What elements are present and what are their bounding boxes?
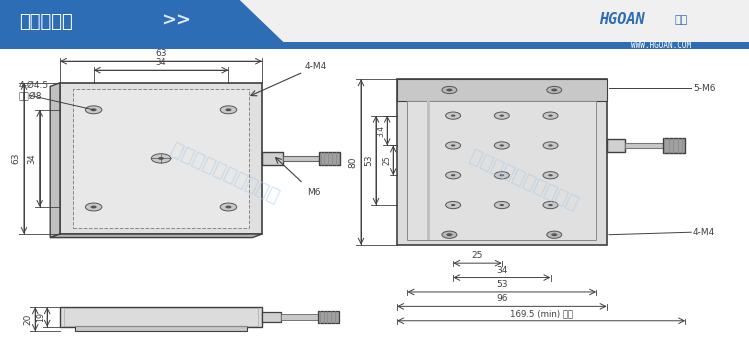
Circle shape [543, 172, 558, 179]
Text: 尺寸外形图: 尺寸外形图 [19, 13, 73, 31]
Circle shape [494, 172, 509, 179]
Text: 5-M6: 5-M6 [693, 84, 715, 93]
Bar [0, 0, 749, 43]
Text: 25: 25 [472, 251, 483, 260]
Circle shape [91, 206, 97, 208]
Circle shape [158, 157, 164, 160]
Circle shape [451, 144, 455, 147]
Text: 4-M4: 4-M4 [305, 62, 327, 71]
Text: 34: 34 [156, 58, 166, 67]
Bar [283, 156, 319, 161]
Text: M6: M6 [307, 188, 321, 197]
Text: HGOAN: HGOAN [599, 12, 645, 27]
Bar [73, 89, 249, 228]
Circle shape [451, 204, 455, 206]
Text: 4-Ø4.5: 4-Ø4.5 [19, 81, 49, 90]
Text: 169.5 (min) 参考: 169.5 (min) 参考 [509, 309, 573, 318]
Circle shape [451, 174, 455, 176]
Bar [0, 42, 749, 49]
Text: 北京衡工仪器有限公司: 北京衡工仪器有限公司 [467, 147, 581, 213]
Polygon shape [50, 83, 60, 238]
Circle shape [220, 203, 237, 211]
Circle shape [500, 144, 504, 147]
Bar [397, 79, 607, 101]
Circle shape [551, 233, 557, 236]
Circle shape [494, 142, 509, 149]
Circle shape [446, 89, 452, 91]
Text: 63: 63 [155, 49, 167, 58]
Text: 80: 80 [348, 156, 357, 168]
Text: 19: 19 [36, 312, 45, 322]
Text: 34: 34 [28, 153, 37, 164]
Circle shape [543, 112, 558, 119]
Circle shape [543, 142, 558, 149]
Bar [281, 315, 318, 320]
Bar [427, 101, 430, 240]
Text: 3.4: 3.4 [376, 125, 385, 136]
Circle shape [446, 112, 461, 119]
Circle shape [225, 206, 231, 208]
Circle shape [500, 174, 504, 176]
Text: 96: 96 [496, 294, 508, 303]
Circle shape [548, 144, 553, 147]
Circle shape [548, 114, 553, 117]
Circle shape [494, 112, 509, 119]
Circle shape [446, 233, 452, 236]
Circle shape [151, 154, 171, 163]
Text: 4-M4: 4-M4 [693, 228, 715, 237]
Text: 63: 63 [11, 153, 20, 164]
Bar [625, 143, 663, 148]
Circle shape [442, 86, 457, 94]
Text: 沉孔Ø8: 沉孔Ø8 [19, 91, 42, 100]
Bar [319, 152, 340, 165]
Circle shape [91, 108, 97, 111]
Bar [397, 79, 607, 245]
Circle shape [547, 231, 562, 238]
Bar [573, 42, 749, 48]
Circle shape [548, 174, 553, 176]
Circle shape [500, 114, 504, 117]
Bar [0, 49, 749, 360]
Bar [607, 139, 625, 152]
Text: 53: 53 [496, 280, 508, 289]
Bar [64, 308, 258, 326]
Bar [262, 152, 283, 165]
Text: 25: 25 [383, 156, 392, 165]
Text: 34: 34 [496, 266, 508, 275]
Circle shape [551, 89, 557, 91]
Circle shape [225, 108, 231, 111]
Bar [262, 311, 281, 323]
Circle shape [548, 204, 553, 206]
Bar [318, 311, 339, 323]
Circle shape [442, 231, 457, 238]
Circle shape [446, 172, 461, 179]
Circle shape [451, 114, 455, 117]
Circle shape [85, 106, 102, 114]
Polygon shape [0, 0, 285, 43]
Circle shape [220, 106, 237, 114]
Bar [407, 101, 596, 240]
Polygon shape [50, 234, 262, 238]
Circle shape [494, 202, 509, 209]
Bar [60, 307, 262, 327]
Text: 衡工: 衡工 [674, 15, 688, 25]
Text: WWW.HGOAN.COM: WWW.HGOAN.COM [631, 40, 691, 49]
Text: >>: >> [161, 12, 191, 30]
Circle shape [446, 142, 461, 149]
Text: 北京衡工仪器有限公司: 北京衡工仪器有限公司 [168, 139, 282, 206]
Bar [60, 83, 262, 234]
Text: 53: 53 [364, 154, 373, 166]
Circle shape [446, 202, 461, 209]
Bar [75, 326, 247, 331]
Circle shape [547, 86, 562, 94]
Text: 20: 20 [23, 314, 32, 325]
Circle shape [543, 202, 558, 209]
Circle shape [85, 203, 102, 211]
Bar [663, 138, 685, 153]
Circle shape [500, 204, 504, 206]
